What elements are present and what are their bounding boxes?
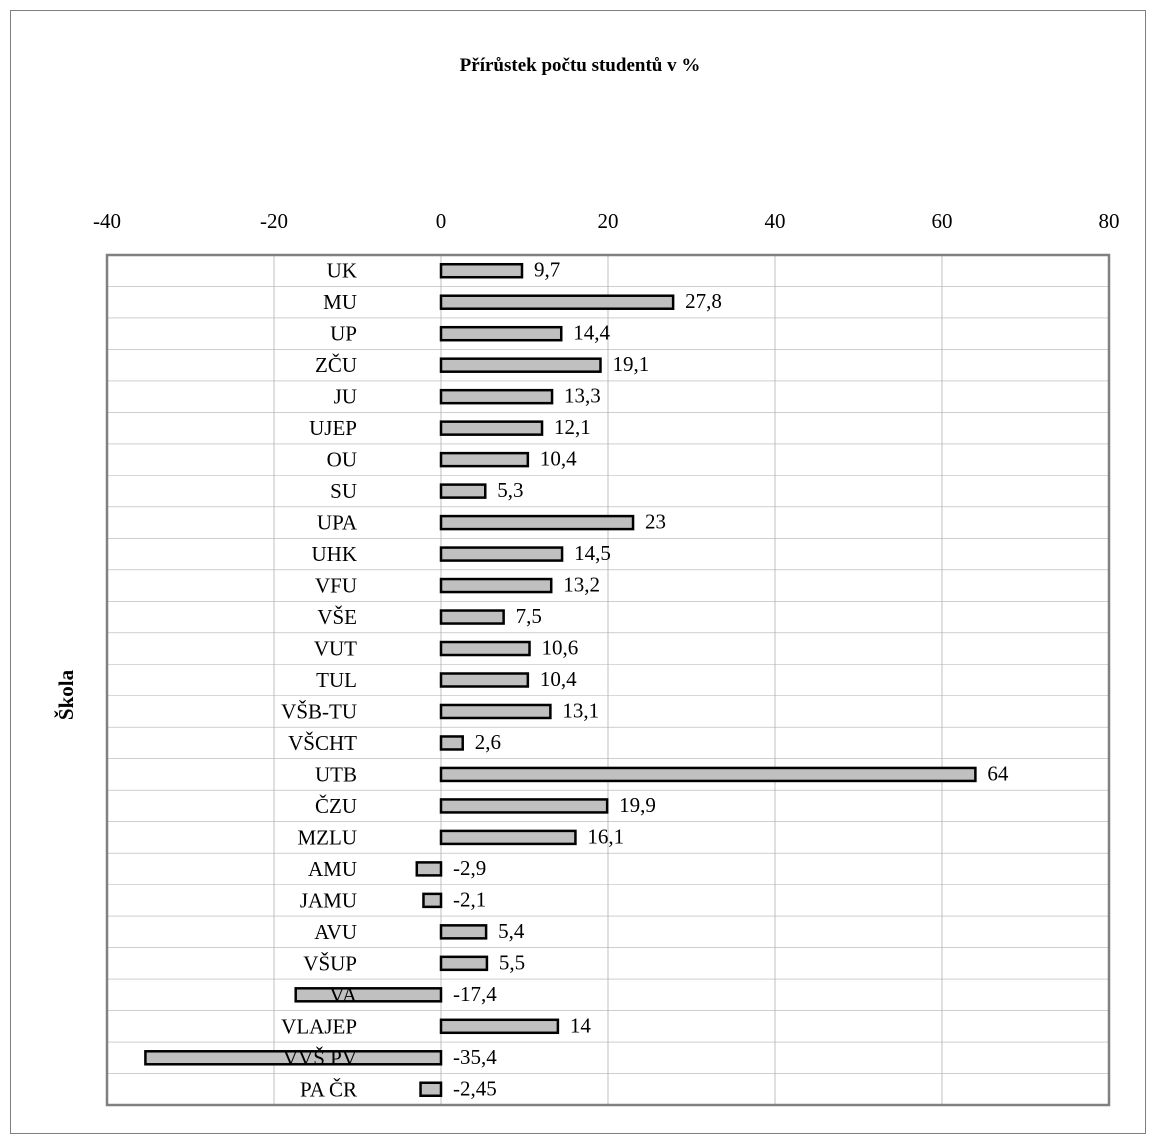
data-label: -17,4 — [453, 982, 497, 1006]
bar — [144, 1050, 443, 1066]
category-label: AMU — [308, 857, 357, 881]
bar-layer — [144, 262, 977, 1098]
data-label: 5,4 — [498, 919, 525, 943]
data-label: 10,6 — [542, 636, 579, 660]
data-label: -35,4 — [453, 1045, 497, 1069]
data-label: 14,4 — [573, 321, 610, 345]
x-tick-label: -40 — [93, 209, 121, 233]
bar — [439, 388, 554, 405]
data-label: 16,1 — [587, 824, 624, 848]
bar — [439, 357, 602, 373]
category-labels: UK MU UP ZČU JU UJEP OU SU UPA UHK VFU VŠE VUT TUL VŠB… — [281, 259, 358, 1102]
bar — [439, 735, 464, 751]
category-label: VUT — [314, 637, 357, 661]
category-label: AVU — [314, 920, 357, 944]
data-label: 23 — [645, 510, 666, 534]
data-label: 9,7 — [534, 258, 560, 282]
bar — [439, 451, 530, 468]
data-label: 64 — [987, 761, 1009, 785]
category-label: VFU — [315, 574, 357, 598]
category-label: UHK — [312, 542, 358, 566]
category-label: JAMU — [300, 888, 357, 912]
data-label: 14 — [570, 1013, 592, 1037]
bar — [439, 703, 552, 720]
data-label: 10,4 — [540, 447, 577, 471]
data-label: -2,9 — [453, 856, 486, 880]
data-label: 7,5 — [516, 604, 542, 628]
bar — [419, 1081, 443, 1098]
x-tick-label: 0 — [436, 209, 447, 233]
plot-area-border — [105, 253, 1111, 1107]
category-label: UJEP — [309, 416, 357, 440]
bar — [439, 640, 531, 657]
category-label: TUL — [316, 668, 357, 692]
category-label: UK — [327, 259, 357, 283]
category-label: VŠCHT — [288, 731, 357, 755]
data-label: 13,1 — [562, 698, 599, 722]
category-label: MU — [323, 290, 357, 314]
category-label: UTB — [315, 762, 357, 786]
data-label: 5,5 — [499, 950, 525, 974]
category-label: VŠB-TU — [281, 699, 357, 723]
x-tick-labels: -40 -20 0 20 40 60 80 — [93, 209, 1120, 233]
bar — [422, 892, 443, 909]
bar — [439, 546, 564, 562]
category-label: PA ČR — [300, 1077, 357, 1101]
bar — [439, 1018, 560, 1035]
category-label: VŠUP — [303, 951, 357, 975]
data-label: 19,1 — [612, 352, 649, 376]
x-tick-label: -20 — [260, 209, 288, 233]
x-tick-label: 20 — [598, 209, 619, 233]
data-label: -2,45 — [453, 1076, 497, 1100]
category-label: OU — [327, 448, 357, 472]
category-label: VA — [329, 983, 357, 1007]
bar-chart: Přírůstek počtu studentů v % Škola -40 -2… — [54, 55, 1120, 1107]
bar — [439, 609, 505, 625]
data-label: 13,3 — [564, 384, 601, 408]
bar — [439, 420, 544, 436]
data-label: -2,1 — [453, 887, 486, 911]
chart-title: Přírůstek počtu studentů v % — [460, 55, 701, 76]
bar — [439, 483, 487, 499]
category-label: UP — [330, 322, 357, 346]
category-label: ČZU — [315, 794, 357, 818]
category-label: UPA — [317, 511, 358, 535]
bar — [294, 987, 443, 1003]
data-label: 10,4 — [540, 667, 577, 691]
category-label: VŠE — [317, 605, 357, 629]
data-label: 12,1 — [554, 415, 591, 439]
category-label: ZČU — [315, 353, 357, 377]
data-label: 5,3 — [497, 478, 523, 502]
bar — [439, 955, 489, 972]
chart-frame: Přírůstek počtu studentů v % Škola -40 -2… — [10, 10, 1146, 1134]
bar — [439, 262, 524, 279]
bar — [439, 924, 488, 940]
grid-layer — [107, 255, 1109, 1105]
bar — [439, 577, 553, 594]
bar — [439, 325, 563, 342]
value-labels: 9,7 27,8 14,419,1 13,3 12,1 10,4 5,3 23 14,5 13,2… — [453, 258, 1009, 1101]
bar — [415, 861, 443, 877]
category-label: VVŠ PV — [283, 1046, 357, 1070]
data-label: 2,6 — [475, 730, 501, 754]
bar — [439, 829, 577, 846]
category-label: MZLU — [298, 825, 358, 849]
data-label: 19,9 — [619, 793, 656, 817]
bar — [439, 672, 530, 688]
x-tick-label: 60 — [932, 209, 953, 233]
bar — [439, 514, 635, 531]
bar — [439, 798, 609, 814]
data-label: 14,5 — [574, 541, 611, 565]
bar — [439, 294, 675, 310]
y-axis-title: Škola — [54, 669, 78, 720]
x-tick-label: 40 — [765, 209, 786, 233]
data-label: 13,2 — [563, 573, 600, 597]
bar — [439, 766, 977, 783]
category-label: JU — [334, 385, 357, 409]
data-label: 27,8 — [685, 289, 722, 313]
category-label: VLAJEP — [281, 1014, 357, 1038]
x-tick-label: 80 — [1099, 209, 1120, 233]
category-label: SU — [330, 479, 357, 503]
